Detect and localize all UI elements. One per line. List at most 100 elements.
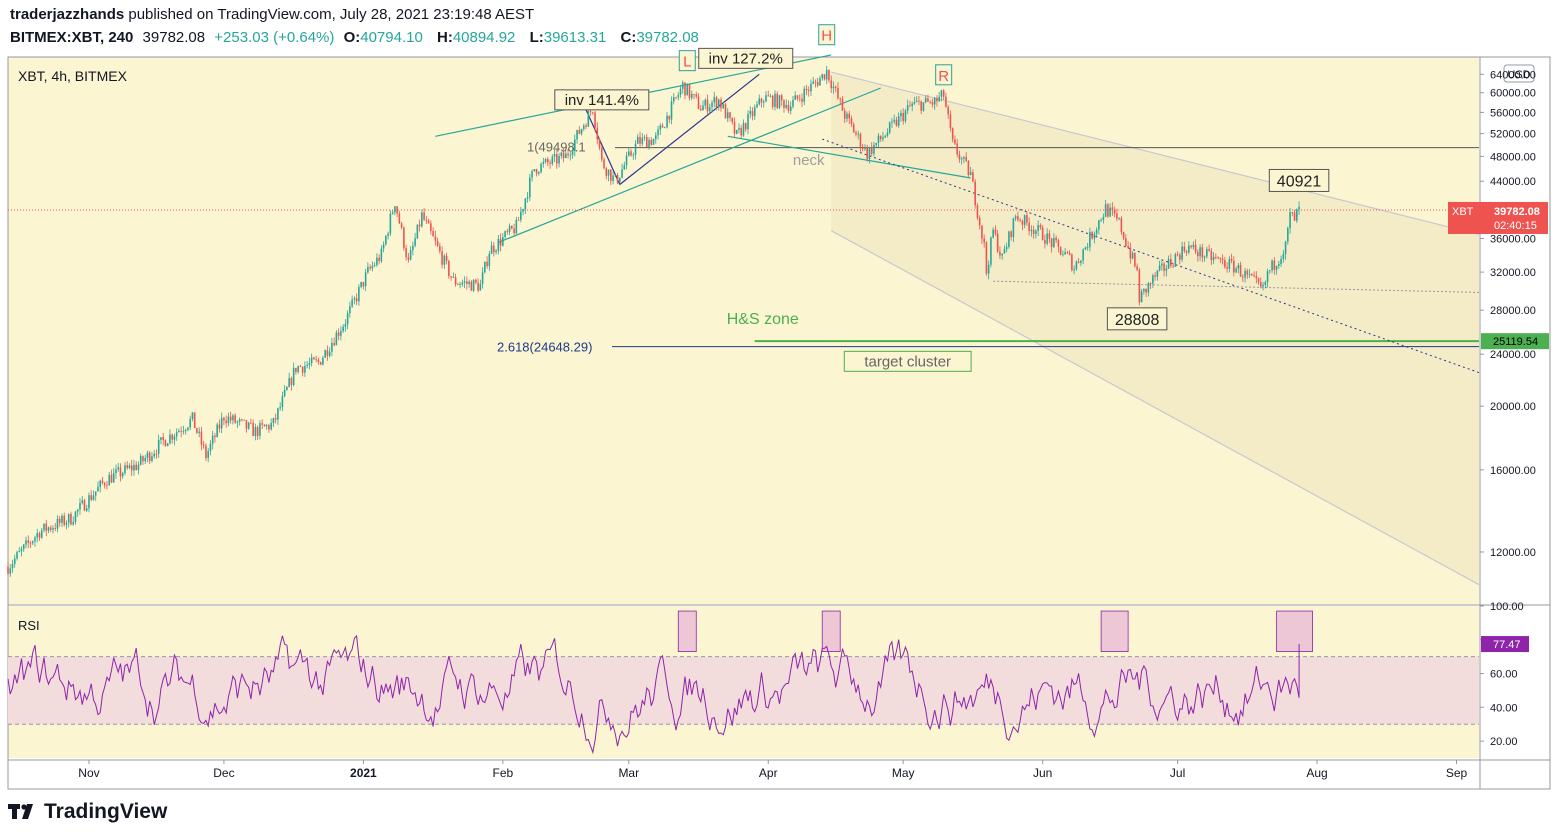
candle-body — [130, 465, 133, 471]
annotation-box — [843, 350, 972, 372]
time-tick-label: May — [892, 766, 915, 780]
candle-body — [27, 540, 30, 543]
candle-body — [1053, 237, 1055, 247]
candle-body — [1280, 259, 1282, 264]
pattern-marker-text: H — [821, 28, 832, 45]
candle-body — [358, 287, 360, 302]
candle-body — [144, 457, 147, 462]
candle-body — [996, 233, 999, 252]
rsi-line — [7, 634, 1300, 755]
time-tick-label: Jul — [1170, 766, 1185, 780]
candle-body — [805, 88, 808, 91]
price-tick-label: 32000.00 — [1490, 267, 1536, 279]
candle-body — [1242, 276, 1244, 278]
candle-body — [967, 160, 970, 176]
candle-body — [288, 378, 290, 387]
candle-body — [1030, 229, 1033, 232]
footer-brand[interactable]: TradingView — [8, 800, 167, 824]
candle-body — [1010, 231, 1012, 238]
candle-body — [148, 452, 151, 461]
candle-body — [600, 147, 603, 160]
candle-body — [290, 378, 293, 385]
candle-body — [313, 357, 315, 360]
channel-lower-line — [830, 230, 1480, 586]
candle-body — [870, 147, 873, 154]
candle-body — [1143, 288, 1145, 292]
candle-body — [1075, 261, 1078, 270]
candle-body — [362, 281, 365, 287]
price-tick-label: 44000.00 — [1490, 176, 1536, 188]
candle-body — [247, 422, 250, 429]
candle-body — [1116, 213, 1118, 219]
candle-body — [1206, 248, 1208, 257]
wedge-lower-trendline — [498, 87, 881, 244]
candle-body — [142, 456, 144, 462]
candle-body — [760, 98, 763, 103]
candle-body — [1224, 260, 1226, 268]
candle-body — [547, 159, 549, 163]
candle-body — [180, 430, 182, 432]
candle-body — [124, 465, 126, 474]
candle-body — [448, 260, 450, 277]
candle-body — [252, 423, 254, 436]
candle-body — [999, 251, 1001, 256]
candle-body — [1235, 268, 1237, 273]
candle-body — [83, 500, 86, 511]
candle-body — [11, 564, 14, 569]
price-tick-label: 28000.00 — [1490, 305, 1536, 317]
candle-body — [497, 238, 500, 251]
candle-body — [598, 139, 601, 148]
candle-body — [780, 95, 783, 101]
candle-body — [160, 437, 162, 440]
candle-body — [866, 147, 869, 159]
candle-body — [450, 276, 452, 278]
candle-body — [227, 416, 230, 424]
candle-body — [873, 144, 875, 154]
candle-body — [268, 425, 270, 430]
candle-body — [198, 431, 200, 433]
price-tick-label: 12000.00 — [1490, 547, 1536, 559]
candle-body — [621, 169, 623, 178]
candle-body — [1221, 258, 1224, 261]
candle-body — [1145, 288, 1147, 293]
candle-body — [18, 551, 21, 553]
candle-body — [110, 474, 113, 483]
candle-body — [994, 229, 997, 234]
publish-info: traderjazzhands published on TradingView… — [10, 6, 534, 23]
annotation-inv-141-4-: inv 141.4% — [554, 89, 650, 111]
candle-body — [1273, 260, 1276, 270]
time-tick-label: Aug — [1306, 766, 1327, 780]
candle-body — [924, 98, 927, 103]
candle-body — [1059, 246, 1062, 255]
candle-body — [360, 281, 362, 288]
candle-body — [1048, 233, 1051, 239]
candle-body — [623, 165, 626, 170]
candle-body — [441, 251, 443, 265]
candle-body — [1071, 254, 1073, 271]
author-name[interactable]: traderjazzhands — [10, 6, 125, 23]
candle-body — [796, 95, 799, 99]
candle-body — [592, 112, 594, 114]
candle-body — [45, 523, 48, 531]
candle-body — [1172, 265, 1174, 267]
candle-body — [1134, 253, 1136, 267]
publish-text: published on TradingView.com, July 28, 2… — [128, 6, 535, 23]
candle-body — [544, 159, 547, 162]
candle-body — [454, 277, 457, 285]
fib-level-1-label: 1(49498.1 — [527, 140, 586, 155]
candle-body — [315, 359, 317, 361]
candle-body — [504, 231, 506, 238]
last-price: 39782.08 — [142, 29, 206, 46]
rsi-highlight-box — [677, 610, 697, 652]
candle-body — [645, 137, 648, 148]
candle-body — [418, 224, 421, 227]
candle-body — [1138, 269, 1141, 303]
candle-body — [364, 272, 367, 287]
candle-body — [641, 137, 644, 144]
candle-body — [1210, 250, 1213, 261]
candle-body — [1122, 232, 1125, 239]
candle-body — [409, 250, 412, 260]
candle-body — [963, 157, 965, 159]
candle-body — [229, 416, 232, 421]
